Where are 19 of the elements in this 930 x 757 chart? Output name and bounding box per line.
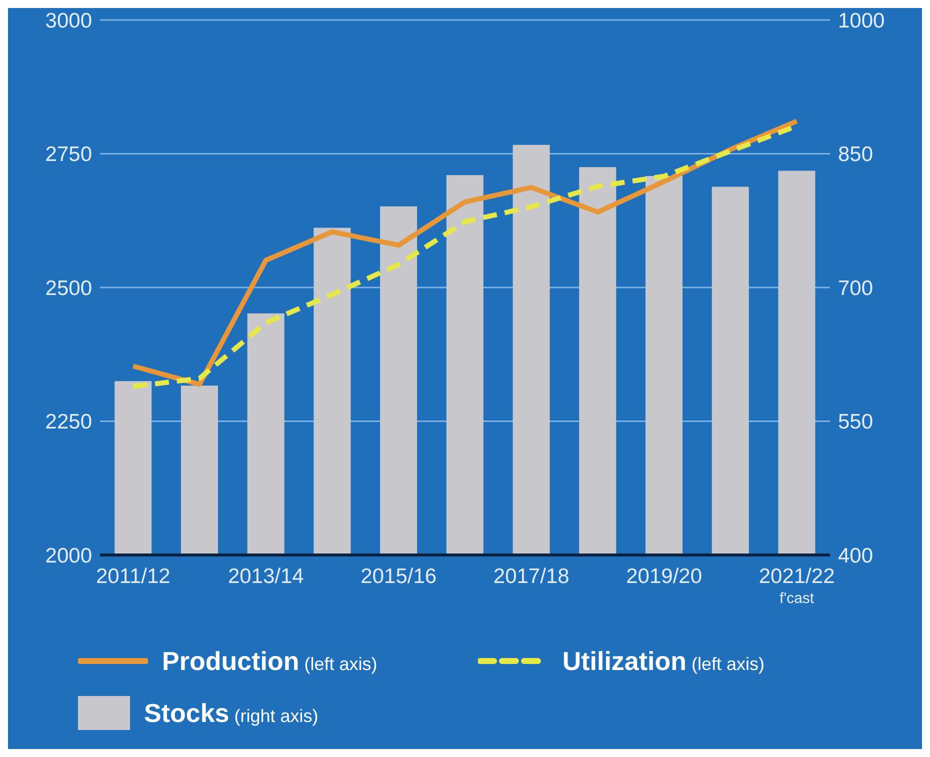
x-tick-label: 2015/16 <box>360 565 437 588</box>
legend-label: Stocks (right axis) <box>144 698 318 728</box>
y-tick-label: 2750 <box>45 143 92 166</box>
y-tick-label: 2000 <box>45 544 92 568</box>
legend-label: Utilization (left axis) <box>562 646 765 676</box>
y-tick-label: 3000 <box>45 9 92 32</box>
y2-tick-label: 700 <box>838 276 874 300</box>
x-tick-label: 2021/22 f'cast <box>758 565 835 607</box>
y2-tick-label: 400 <box>838 544 874 568</box>
y-tick-label: 2250 <box>45 410 92 434</box>
legend-label: Production (left axis) <box>162 646 378 676</box>
x-tick-label: 2019/20 <box>626 565 702 588</box>
y-tick-label: 2500 <box>45 276 92 300</box>
y2-tick-label: 1000 <box>838 9 885 32</box>
y2-tick-label: 550 <box>838 410 874 434</box>
x-tick-label: 2017/18 <box>493 565 570 588</box>
x-tick-label: 2013/14 <box>228 565 304 588</box>
y2-tick-label: 850 <box>838 143 874 166</box>
x-tick-label: 2011/12 <box>96 565 170 588</box>
